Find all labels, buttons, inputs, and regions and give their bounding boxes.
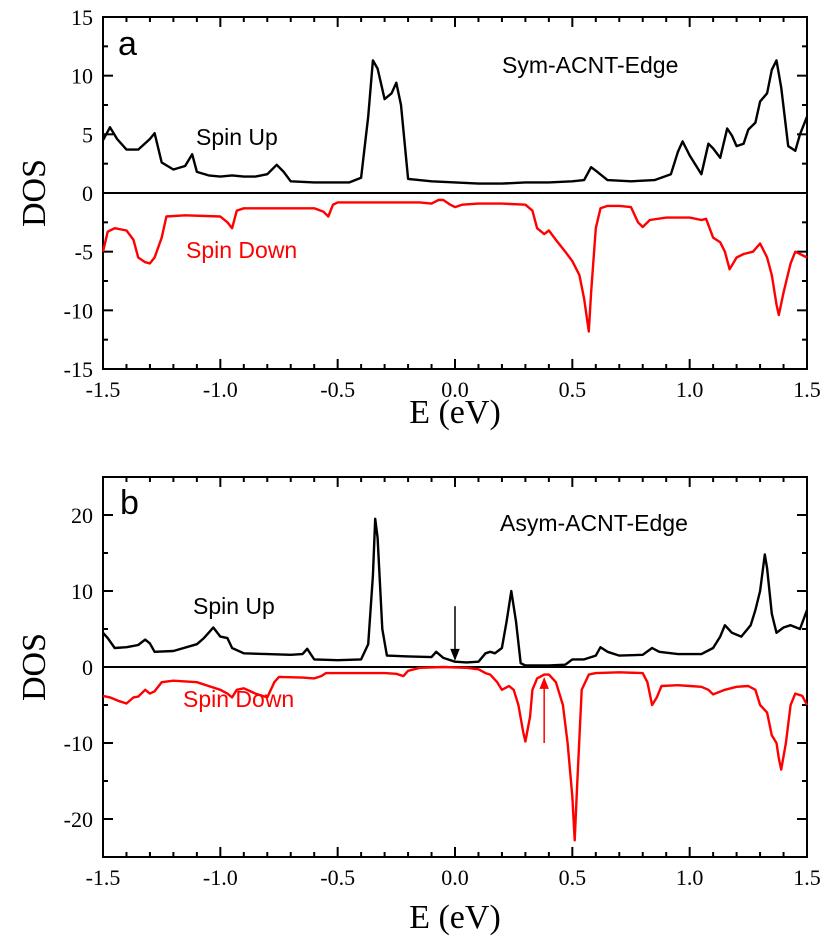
panel-a-spin-down-label: Spin Down — [186, 237, 297, 263]
panel-a-title: Sym-ACNT-Edge — [502, 52, 678, 78]
panel-b-y-tick-label: 10 — [71, 579, 93, 604]
panel-a-x-axis-label: E (eV) — [409, 394, 501, 431]
panel-b-spin-down-label: Spin Down — [183, 686, 294, 712]
panel-a-x-tick-label: -0.5 — [320, 377, 355, 402]
panel-a-x-tick-label: 0.5 — [559, 377, 587, 402]
panel-b-letter: b — [120, 484, 139, 522]
panel-b-x-axis-label: E (eV) — [409, 899, 501, 936]
panel-a-x-tick-label: -1.5 — [86, 377, 121, 402]
panel-b-x-tick-label: -1.0 — [203, 865, 238, 890]
panel-a-ticks: -1.5 -1.0 -0.5 0.0 0.5 1.0 1.5 -15 -10 -5 0 5 10 15 — [64, 5, 821, 402]
panel-a-y-tick-label: -10 — [64, 298, 93, 323]
panel-a: -1.5 -1.0 -0.5 0.0 0.5 1.0 1.5 -15 -10 -5 0 5 10 15 a… — [16, 5, 821, 431]
panel-a-spin-up-label: Spin Up — [196, 124, 278, 150]
panel-a-y-tick-label: 15 — [71, 5, 93, 30]
panel-a-x-tick-label: 1.0 — [676, 377, 704, 402]
panel-a-y-axis-label: DOS — [16, 159, 53, 227]
panel-a-y-tick-label: 0 — [82, 181, 93, 206]
panel-a-y-tick-label: -15 — [64, 357, 93, 382]
panel-b-arrows — [450, 606, 549, 743]
panel-b-y-axis-label: DOS — [16, 633, 53, 701]
panel-b-x-tick-label: 0.0 — [441, 865, 469, 890]
panel-a-x-tick-label: -1.0 — [203, 377, 238, 402]
panel-a-y-tick-label: -5 — [75, 240, 93, 265]
panel-a-series — [101, 59, 809, 333]
panel-b-y-tick-label: -10 — [64, 731, 93, 756]
panel-b-series — [102, 517, 809, 842]
panel-b-y-tick-label: 20 — [71, 503, 93, 528]
panel-b-series-spin-down — [102, 665, 809, 842]
panel-b-spin-up-label: Spin Up — [193, 593, 275, 619]
panel-b-title: Asym-ACNT-Edge — [500, 510, 688, 536]
panel-b-y-tick-label: -20 — [64, 807, 93, 832]
panel-b-ticks: -1.5 -1.0 -0.5 0.0 0.5 1.0 1.5 -20 -10 0 10 20 — [64, 476, 821, 890]
panel-b-series-spin-up — [102, 517, 809, 667]
panel-a-letter: a — [118, 25, 137, 63]
panel-b-x-tick-label: -1.5 — [86, 865, 121, 890]
panel-b-x-tick-label: 1.0 — [676, 865, 704, 890]
panel-a-y-tick-label: 10 — [71, 64, 93, 89]
panel-a-series-spin-down — [101, 198, 808, 333]
panel-a-series-spin-up — [101, 59, 809, 185]
panel-b-x-tick-label: 0.5 — [559, 865, 587, 890]
panel-b-x-tick-label: -0.5 — [320, 865, 355, 890]
panel-a-x-tick-label: 0.0 — [441, 377, 469, 402]
panel-a-y-tick-label: 5 — [82, 122, 93, 147]
panel-b-x-tick-label: 1.5 — [793, 865, 821, 890]
panel-b-arrow-1-head — [450, 648, 460, 661]
panel-b-y-tick-label: 0 — [82, 655, 93, 680]
panel-b-arrow-2-head — [539, 677, 549, 689]
panel-b: -1.5 -1.0 -0.5 0.0 0.5 1.0 1.5 -20 -10 0 10 20 b As… — [16, 476, 821, 936]
panel-a-x-tick-label: 1.5 — [793, 377, 821, 402]
